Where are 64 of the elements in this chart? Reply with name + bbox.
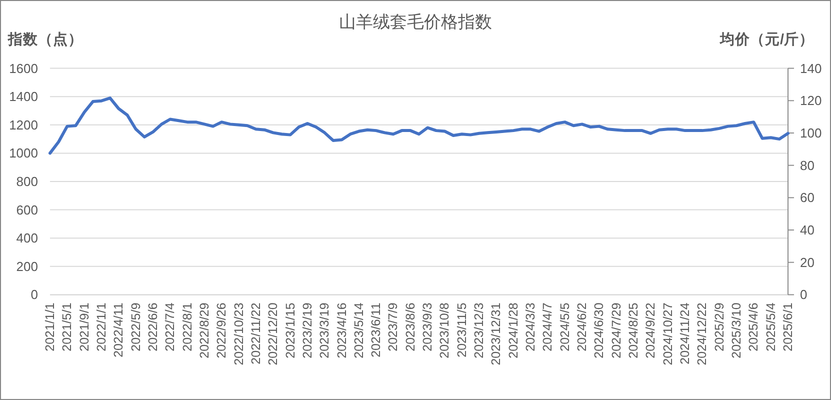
x-tick-label: 2024/4/7 [540, 302, 555, 352]
y-tick-label: 1400 [9, 89, 38, 104]
x-tick-label: 2024/5/5 [558, 302, 572, 352]
y2-tick-label: 80 [800, 158, 814, 173]
y2-tick-label: 120 [800, 93, 822, 108]
x-tick-label: 2025/5/4 [764, 302, 778, 352]
x-tick-label: 2024/3/3 [524, 302, 538, 352]
x-tick-label: 2022/1/1 [94, 302, 108, 352]
x-tick-label: 2023/12/31 [489, 302, 504, 366]
x-tick-label: 2023/1/15 [283, 302, 298, 358]
x-tick-label: 2023/12/3 [472, 302, 486, 358]
x-tick-label: 2021/9/1 [77, 302, 92, 352]
x-tick-label: 2023/5/14 [352, 302, 366, 358]
x-tick-label: 2022/10/23 [232, 302, 246, 366]
x-tick-label: 2025/2/9 [712, 302, 726, 352]
x-tick-label: 2023/3/19 [318, 302, 332, 358]
x-tick-label: 2023/9/3 [420, 302, 435, 352]
x-tick-label: 2022/12/20 [266, 302, 280, 366]
x-tick-label: 2024/12/22 [695, 302, 710, 366]
x-tick-label: 2024/6/2 [575, 302, 590, 352]
x-tick-label: 2022/6/6 [146, 302, 160, 352]
x-tick-label: 2022/4/11 [112, 302, 126, 358]
y-tick-label: 0 [30, 287, 38, 302]
y2-tick-label: 0 [800, 287, 808, 302]
x-tick-label: 2022/8/29 [197, 302, 212, 358]
y-tick-label: 1600 [9, 60, 38, 76]
y-tick-label: 1200 [9, 117, 38, 132]
x-tick-label: 2023/11/5 [454, 302, 469, 358]
y-axis-title: 指数（点） [7, 31, 83, 48]
x-tick-label: 2024/10/27 [660, 302, 675, 366]
y-tick-label: 600 [16, 202, 38, 218]
x-tick-label: 2022/7/4 [163, 302, 178, 352]
x-tick-label: 2023/7/9 [386, 302, 400, 352]
x-tick-label: 2022/11/22 [248, 302, 263, 364]
x-tick-label: 2022/9/26 [214, 302, 229, 358]
chart-title: 山羊绒套毛价格指数 [339, 12, 492, 32]
x-tick-label: 2023/4/16 [334, 302, 349, 358]
y-tick-label: 400 [16, 230, 38, 246]
y2-tick-label: 60 [800, 190, 814, 206]
x-tick-label: 2024/9/22 [644, 302, 658, 358]
y-tick-label: 200 [16, 258, 38, 274]
x-tick-label: 2025/4/6 [746, 302, 761, 352]
x-tick-label: 2024/7/29 [609, 302, 624, 358]
y-tick-label: 1000 [9, 146, 38, 161]
x-tick-label: 2021/1/1 [43, 302, 57, 352]
y2-tick-label: 100 [800, 125, 822, 140]
x-tick-label: 2023/8/6 [403, 302, 418, 352]
x-tick-label: 2024/6/30 [592, 302, 606, 358]
x-tick-label: 2025/6/1 [781, 302, 795, 352]
x-tick-label: 2025/3/10 [730, 302, 744, 358]
y2-tick-label: 20 [800, 254, 814, 270]
x-tick-label: 2023/2/19 [300, 302, 314, 358]
y2-axis-title: 均价（元/斤） [718, 31, 814, 48]
y2-tick-label: 40 [800, 222, 814, 238]
x-tick-label: 2023/10/8 [438, 302, 452, 358]
x-tick-label: 2024/8/25 [626, 302, 641, 358]
x-tick-label: 2022/8/1 [180, 302, 194, 352]
y-tick-label: 800 [16, 174, 38, 189]
x-tick-label: 2024/11/24 [678, 302, 692, 364]
x-tick-label: 2021/5/1 [60, 302, 74, 352]
x-tick-label: 2023/6/11 [369, 302, 384, 358]
x-tick-label: 2022/5/9 [128, 302, 143, 352]
x-tick-label: 2024/1/28 [506, 302, 520, 358]
y2-tick-label: 140 [800, 60, 822, 76]
